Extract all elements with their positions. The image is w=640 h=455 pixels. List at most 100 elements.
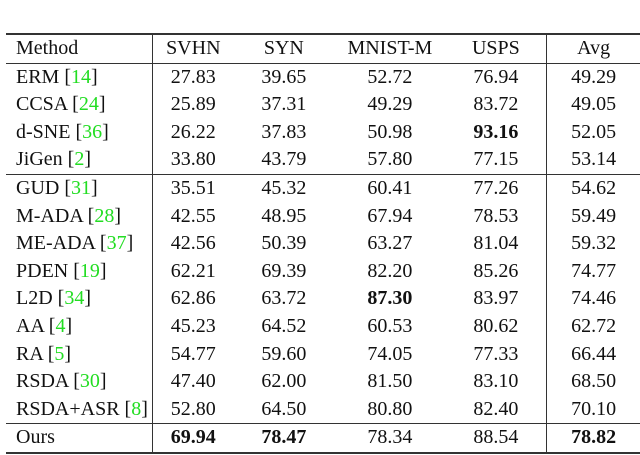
value-cell: 57.80 bbox=[334, 146, 445, 174]
value: 66.44 bbox=[571, 342, 617, 365]
value: 83.72 bbox=[473, 93, 519, 116]
method-name: GUD bbox=[16, 176, 60, 199]
value: 62.72 bbox=[571, 314, 617, 337]
table-row: AA [4] 45.23 64.52 60.53 80.62 62.72 bbox=[6, 312, 640, 341]
table-row: ME-ADA [37] 42.56 50.39 63.27 81.04 59.32 bbox=[6, 230, 640, 258]
method-cell: L2D [34] bbox=[6, 285, 154, 313]
citation-link[interactable]: [30] bbox=[73, 370, 107, 393]
value-cell: 82.40 bbox=[445, 395, 548, 424]
value-cell: 59.60 bbox=[233, 341, 334, 369]
value-cell: 76.94 bbox=[445, 63, 548, 92]
value: 74.46 bbox=[571, 287, 617, 310]
value-cell: 68.50 bbox=[547, 368, 640, 396]
value-cell: 74.05 bbox=[334, 341, 445, 369]
table-row: Ours 69.94 78.47 78.34 88.54 78.82 bbox=[6, 423, 640, 453]
method-cell: CCSA [24] bbox=[6, 91, 154, 119]
table-row: d-SNE [36] 26.22 37.83 50.98 93.16 52.05 bbox=[6, 118, 640, 147]
citation-link[interactable]: [19] bbox=[73, 259, 107, 282]
citation-link[interactable]: [2] bbox=[67, 148, 92, 171]
value-cell: 54.77 bbox=[153, 341, 234, 369]
value-cell: 60.41 bbox=[334, 174, 445, 202]
value-cell: 77.26 bbox=[445, 174, 548, 203]
citation-link[interactable]: [8] bbox=[124, 397, 148, 420]
value: 42.55 bbox=[170, 204, 216, 227]
value: 59.49 bbox=[571, 204, 617, 227]
citation-link[interactable]: [24] bbox=[72, 93, 106, 116]
value-cell: 77.15 bbox=[445, 146, 548, 175]
table-row: RA [5] 54.77 59.60 74.05 77.33 66.44 bbox=[6, 340, 640, 369]
value: 60.41 bbox=[367, 176, 413, 199]
value: 74.77 bbox=[571, 259, 617, 282]
value: 82.40 bbox=[473, 397, 519, 420]
citation-link[interactable]: [5] bbox=[47, 342, 72, 365]
value: 43.79 bbox=[261, 148, 307, 171]
value: 53.14 bbox=[571, 148, 617, 171]
value-cell: 52.72 bbox=[334, 63, 445, 91]
method-name: d-SNE bbox=[16, 120, 71, 143]
citation-link[interactable]: [4] bbox=[48, 314, 73, 337]
value-cell: 67.94 bbox=[334, 203, 445, 231]
method-name: L2D bbox=[16, 287, 53, 310]
method-name: AA bbox=[16, 314, 44, 337]
value: 62.86 bbox=[170, 287, 216, 310]
citation-link[interactable]: [28] bbox=[87, 204, 122, 227]
value: 82.20 bbox=[367, 259, 413, 282]
value-cell: 26.22 bbox=[153, 119, 234, 147]
value: 59.60 bbox=[261, 342, 307, 365]
value-cell: 74.46 bbox=[547, 285, 640, 313]
table-row: ERM [14] 27.83 39.65 52.72 76.94 49.29 bbox=[6, 63, 640, 92]
value: 25.89 bbox=[170, 93, 216, 116]
method-name: M-ADA bbox=[16, 204, 83, 227]
table-row: GUD [31] 35.51 45.32 60.41 77.26 54.62 bbox=[6, 174, 640, 203]
value-cell: 49.29 bbox=[334, 91, 445, 119]
value: 68.50 bbox=[571, 370, 617, 393]
value-cell: 42.55 bbox=[153, 203, 234, 231]
value-cell: 42.56 bbox=[153, 230, 234, 258]
value: 45.23 bbox=[170, 314, 216, 337]
value: 77.33 bbox=[473, 342, 519, 365]
value-cell: 62.21 bbox=[153, 258, 234, 286]
value-cell: 63.72 bbox=[233, 285, 334, 313]
method-name: RSDA+ASR bbox=[16, 397, 120, 420]
value: 27.83 bbox=[170, 65, 216, 88]
method-name: ME-ADA bbox=[16, 232, 95, 255]
citation-link[interactable]: [36] bbox=[75, 120, 109, 143]
citation-link[interactable]: [34] bbox=[57, 287, 92, 310]
value-cell: 83.10 bbox=[445, 368, 548, 396]
method-cell: GUD [31] bbox=[6, 174, 154, 203]
table-row: L2D [34] 62.86 63.72 87.30 83.97 74.46 bbox=[6, 285, 640, 313]
value: 49.29 bbox=[367, 93, 413, 116]
method-cell: Ours bbox=[6, 423, 154, 453]
value: 69.94 bbox=[170, 426, 216, 449]
value-cell: 39.65 bbox=[233, 63, 334, 91]
value-cell: 49.29 bbox=[547, 63, 640, 91]
value-cell: 88.54 bbox=[445, 423, 548, 453]
value: 80.80 bbox=[367, 397, 413, 420]
header-svhn: SVHN bbox=[166, 37, 221, 59]
value-cell: 45.32 bbox=[233, 174, 334, 202]
value-cell: 81.04 bbox=[445, 230, 548, 258]
value-cell: 66.44 bbox=[547, 341, 640, 369]
value-cell: 83.97 bbox=[445, 285, 548, 313]
value: 63.72 bbox=[261, 287, 307, 310]
method-cell: M-ADA [28] bbox=[6, 202, 154, 231]
method-name: CCSA bbox=[16, 93, 68, 116]
value-cell: 53.14 bbox=[547, 146, 640, 174]
value-cell: 43.79 bbox=[233, 146, 334, 174]
value-cell: 70.10 bbox=[547, 396, 640, 424]
value-cell: 69.39 bbox=[233, 258, 334, 286]
value-cell: 49.05 bbox=[547, 91, 640, 119]
citation-link[interactable]: [31] bbox=[64, 176, 98, 199]
method-cell: RSDA [30] bbox=[6, 368, 154, 396]
citation-link[interactable]: [37] bbox=[99, 232, 134, 255]
method-cell: d-SNE [36] bbox=[6, 118, 154, 147]
citation-link[interactable]: [14] bbox=[64, 65, 98, 88]
value: 52.05 bbox=[571, 120, 617, 143]
value: 50.98 bbox=[367, 120, 413, 143]
value-cell: 35.51 bbox=[153, 174, 234, 202]
value: 78.47 bbox=[261, 426, 307, 449]
method-name: ERM bbox=[16, 65, 60, 88]
method-cell: PDEN [19] bbox=[6, 257, 154, 286]
value-cell: 52.80 bbox=[153, 396, 234, 424]
method-name: JiGen bbox=[16, 148, 63, 171]
